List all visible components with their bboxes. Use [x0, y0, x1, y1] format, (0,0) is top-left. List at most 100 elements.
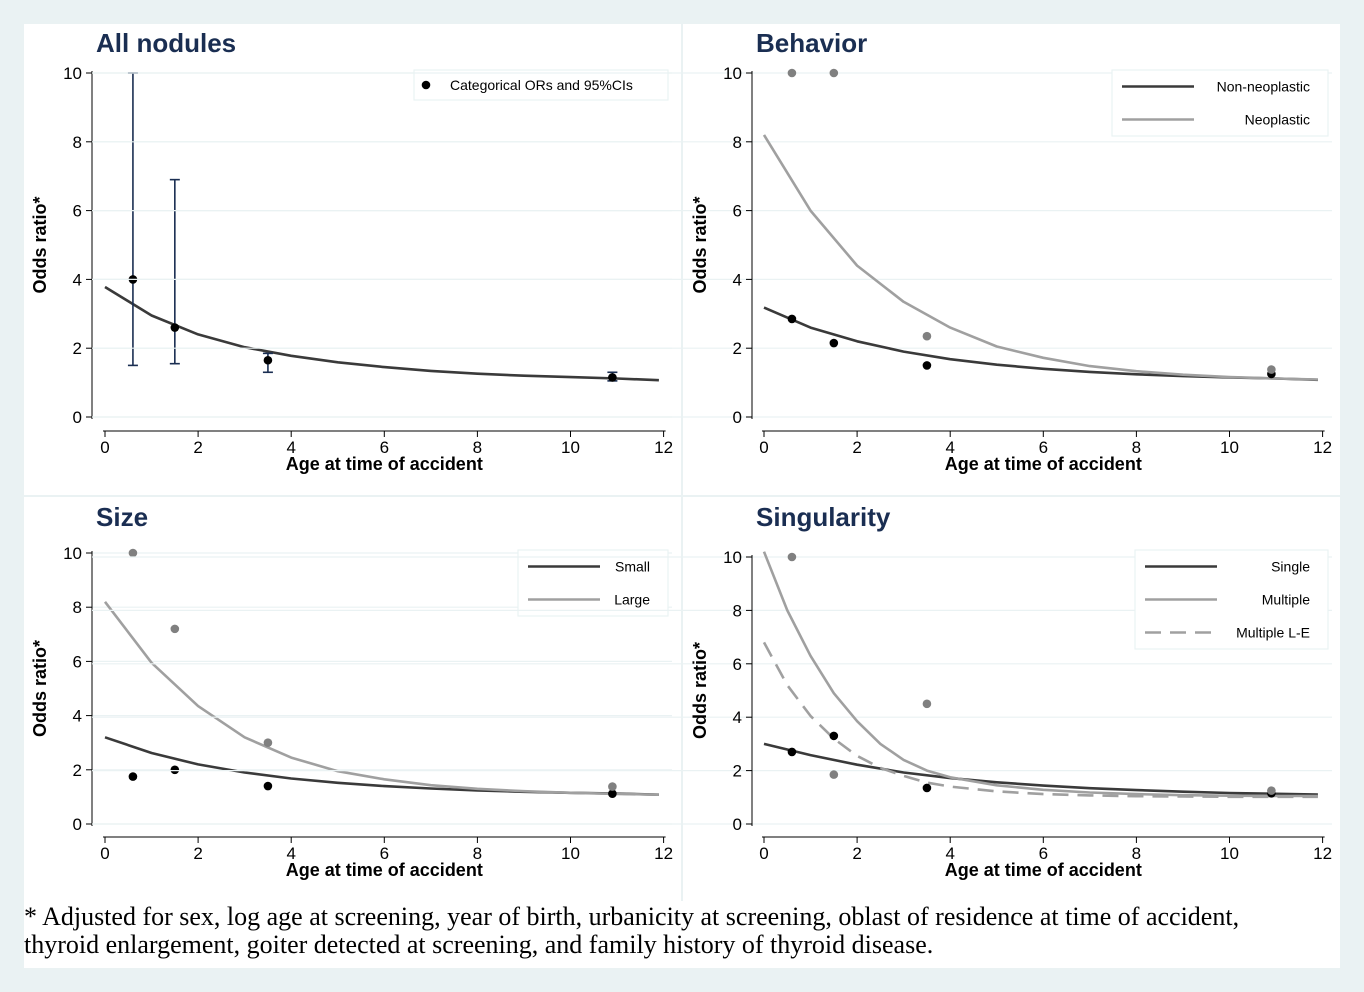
x-tick-label: 4 — [286, 844, 295, 863]
data-point — [829, 338, 839, 348]
data-point — [922, 331, 932, 341]
x-tick-label: 8 — [1132, 844, 1141, 863]
y-tick-label: 0 — [73, 815, 82, 834]
panel-title: Singularity — [756, 502, 891, 532]
data-point — [170, 323, 180, 332]
panel-title: All nodules — [96, 28, 236, 58]
x-tick-label: 12 — [654, 844, 673, 863]
panel-4: 0 2 4 6 8 10 0 2 4 6 8 10 12 Age at time of accident O… — [92, 502, 1332, 880]
series-curve-1 — [763, 742, 1318, 796]
data-point — [170, 765, 180, 775]
y-tick-label: 2 — [733, 762, 742, 781]
x-tick-label: 12 — [654, 438, 673, 457]
data-point — [608, 373, 617, 382]
legend-label: Non-neoplastic — [1217, 79, 1310, 95]
legend-label: Single — [1271, 559, 1310, 575]
data-point — [922, 699, 932, 709]
panel-title: Size — [96, 502, 148, 532]
x-tick-label: 0 — [759, 438, 768, 457]
y-tick-label: 8 — [73, 598, 82, 617]
x-tick-label: 2 — [852, 438, 861, 457]
x-tick-label: 4 — [286, 438, 295, 457]
data-point — [1267, 365, 1276, 374]
x-tick-label: 10 — [561, 438, 580, 457]
data-point — [922, 783, 932, 793]
x-tick-label: 10 — [1220, 438, 1239, 457]
data-point — [263, 355, 273, 365]
y-tick-label: 10 — [723, 64, 742, 83]
y-tick-label: 6 — [733, 655, 742, 674]
legend-box — [413, 69, 669, 101]
legend-label: Multiple L-E — [1236, 625, 1310, 641]
series-curve-3 — [762, 641, 1318, 799]
panel-2: 0 2 4 6 8 10 0 2 4 6 8 10 12 Age at time of accident O… — [92, 28, 1332, 474]
legend-label: Large — [614, 592, 650, 608]
data-point — [608, 782, 617, 791]
x-tick-label: 8 — [473, 844, 482, 863]
legend-marker — [421, 80, 431, 90]
panel-title: Behavior — [756, 28, 867, 58]
series-curve-1 — [104, 285, 659, 382]
y-tick-label: 4 — [733, 708, 742, 727]
x-tick-label: 2 — [193, 844, 202, 863]
x-axis-label: Age at time of accident — [286, 454, 483, 474]
data-point — [128, 548, 138, 558]
y-tick-label: 6 — [73, 652, 82, 671]
y-axis-label: Odds ratio* — [690, 196, 710, 293]
footnote-line-2: thyroid enlargement, goiter detected at … — [24, 930, 934, 959]
legend-label: Small — [615, 559, 650, 575]
legend-label: Categorical ORs and 95%CIs — [450, 77, 633, 93]
x-tick-label: 12 — [1313, 844, 1332, 863]
data-point — [787, 747, 797, 757]
y-tick-label: 8 — [73, 133, 82, 152]
legend-label: Multiple — [1262, 592, 1310, 608]
y-axis-label: Odds ratio* — [30, 196, 50, 293]
x-tick-label: 8 — [1132, 438, 1141, 457]
panel-3: 0 2 4 6 8 10 0 2 4 6 8 10 12 Age at time of accident O… — [30, 502, 673, 880]
x-axis-label: Age at time of accident — [286, 860, 483, 880]
x-tick-label: 6 — [380, 438, 389, 457]
y-tick-label: 4 — [73, 707, 82, 726]
y-tick-label: 10 — [63, 544, 82, 563]
data-point — [787, 68, 797, 78]
y-tick-label: 4 — [733, 270, 742, 289]
x-tick-label: 6 — [1039, 438, 1048, 457]
y-tick-label: 6 — [73, 202, 82, 221]
x-tick-label: 4 — [945, 844, 954, 863]
x-tick-label: 0 — [759, 844, 768, 863]
data-point — [263, 781, 273, 791]
x-tick-label: 0 — [100, 844, 109, 863]
data-point — [829, 770, 839, 779]
y-tick-label: 10 — [723, 548, 742, 567]
series-curve-2 — [762, 551, 1318, 798]
y-tick-label: 2 — [73, 339, 82, 358]
legend-label: Neoplastic — [1245, 112, 1310, 128]
x-tick-label: 4 — [945, 438, 954, 457]
y-axis-label: Odds ratio* — [690, 642, 710, 739]
x-tick-label: 2 — [193, 438, 202, 457]
y-tick-label: 0 — [733, 408, 742, 427]
legend-box — [1111, 69, 1329, 137]
x-tick-label: 12 — [1313, 438, 1332, 457]
series-curve-2 — [762, 134, 1318, 381]
data-point — [263, 738, 273, 747]
y-tick-label: 8 — [733, 133, 742, 152]
data-point — [1267, 786, 1276, 795]
series-curve-2 — [103, 601, 659, 796]
y-tick-label: 2 — [73, 761, 82, 780]
data-point — [128, 772, 138, 781]
y-tick-label: 0 — [733, 815, 742, 834]
x-tick-label: 6 — [1039, 844, 1048, 863]
data-point — [787, 552, 797, 562]
y-tick-label: 6 — [733, 202, 742, 221]
x-tick-label: 8 — [473, 438, 482, 457]
data-point — [829, 68, 839, 78]
data-point — [170, 624, 180, 634]
data-point — [608, 789, 617, 798]
x-axis-label: Age at time of accident — [945, 860, 1142, 880]
footnote: * Adjusted for sex, log age at screening… — [24, 903, 1340, 959]
data-point — [787, 314, 797, 324]
y-tick-label: 2 — [733, 339, 742, 358]
y-tick-label: 4 — [73, 270, 82, 289]
